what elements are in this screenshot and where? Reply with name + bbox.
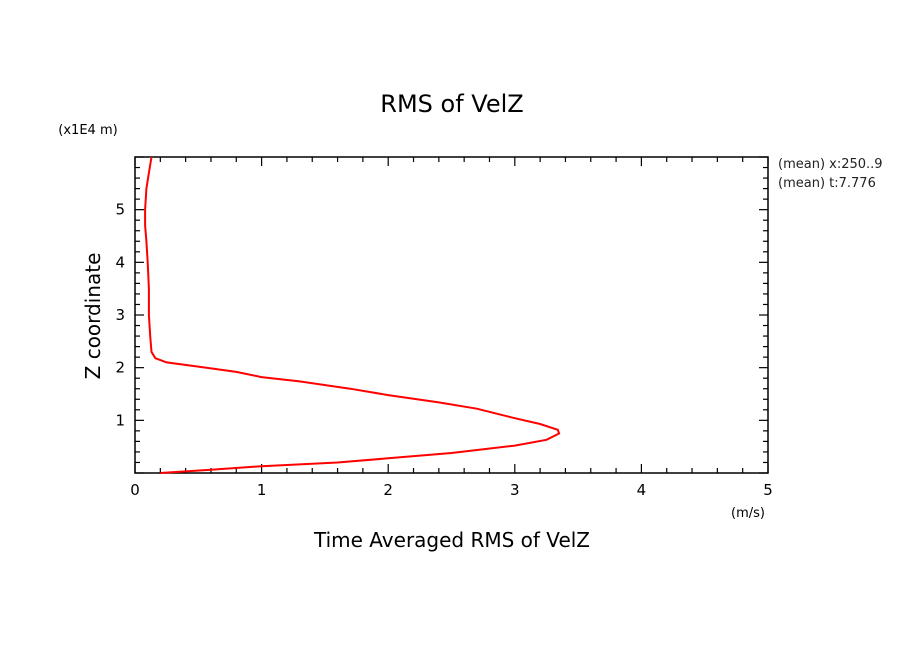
x-tick-label: 3 <box>510 481 520 499</box>
y-tick-label: 1 <box>115 411 125 429</box>
x-tick-label: 4 <box>637 481 647 499</box>
y-tick-label: 4 <box>115 253 125 271</box>
mean-t-note: (mean) t:7.776 <box>778 176 876 191</box>
x-tick-label: 0 <box>130 481 140 499</box>
x-tick-label: 1 <box>257 481 267 499</box>
y-unit-label: (x1E4 m) <box>58 123 117 138</box>
x-tick-label: 5 <box>763 481 773 499</box>
y-tick-label: 5 <box>115 201 125 219</box>
axis-ticks <box>134 156 769 474</box>
x-tick-label: 2 <box>383 481 393 499</box>
plot-area: 0 1 2 3 4 5 1 2 3 4 5 <box>115 156 773 499</box>
x-tick-labels: 0 1 2 3 4 5 <box>130 481 773 499</box>
series-line <box>144 156 561 474</box>
y-tick-label: 2 <box>115 359 125 377</box>
mean-x-note: (mean) x:250..9 <box>778 157 883 172</box>
y-tick-labels: 1 2 3 4 5 <box>115 201 125 430</box>
plot-frame <box>134 156 769 474</box>
x-unit-label: (m/s) <box>731 506 765 521</box>
y-tick-label: 3 <box>115 306 125 324</box>
y-axis-label: Z coordinate <box>81 253 105 380</box>
chart-title: RMS of VelZ <box>380 90 523 118</box>
x-axis-label: Time Averaged RMS of VelZ <box>313 528 590 552</box>
